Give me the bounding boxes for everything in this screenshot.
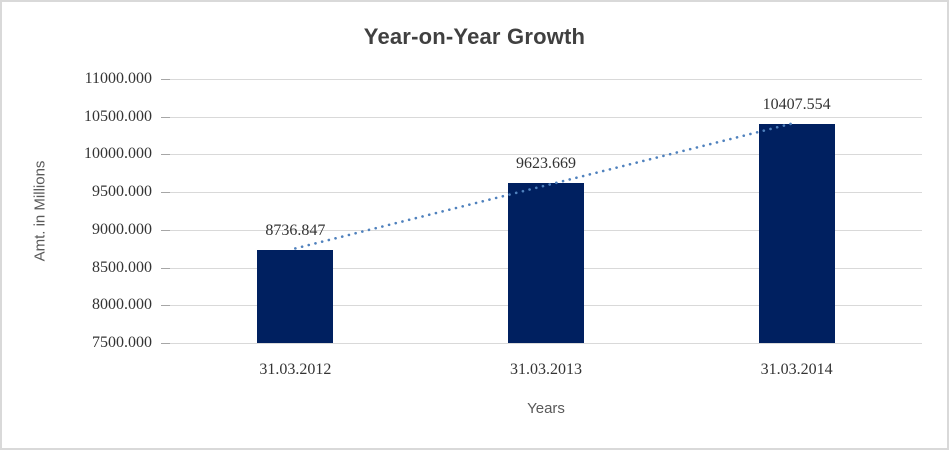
y-axis-tick (161, 267, 170, 269)
y-tick-label: 7500.000 (92, 334, 152, 351)
y-axis-tick (161, 343, 170, 344)
y-tick-label: 8500.000 (92, 258, 152, 276)
gridline (170, 343, 922, 344)
bar-value-label: 8736.847 (265, 221, 326, 239)
gridline (170, 79, 922, 80)
y-tick-label: 10000.000 (84, 145, 152, 163)
y-axis-title-label: Amt. in Millions (31, 160, 49, 262)
y-axis-tick (161, 116, 170, 118)
x-tick-label: 31.03.2014 (760, 361, 833, 378)
gridline (170, 116, 922, 118)
y-axis-tick (161, 192, 170, 194)
bar-value-label: 9623.669 (516, 154, 576, 172)
chart-title: Year-on-Year Growth (363, 24, 586, 49)
x-tick-label: 31.03.2013 (510, 361, 582, 378)
bar-value-label: 10407.554 (762, 95, 831, 113)
x-tick-label: 31.03.2012 (259, 361, 332, 378)
bar (508, 182, 584, 343)
bar (758, 123, 835, 343)
y-tick-label: 9500.000 (92, 183, 152, 201)
y-tick-label: 8000.000 (92, 296, 152, 314)
y-axis-tick (161, 229, 170, 231)
y-tick-label: 10500.000 (84, 107, 152, 125)
x-axis-title: Years (527, 400, 565, 417)
y-axis-tick (161, 305, 170, 307)
y-axis-tick (161, 154, 170, 156)
bar (257, 249, 334, 343)
y-tick-label: 9000.000 (92, 220, 152, 238)
y-tick-label: 11000.000 (84, 70, 152, 87)
y-axis-tick (161, 79, 170, 80)
